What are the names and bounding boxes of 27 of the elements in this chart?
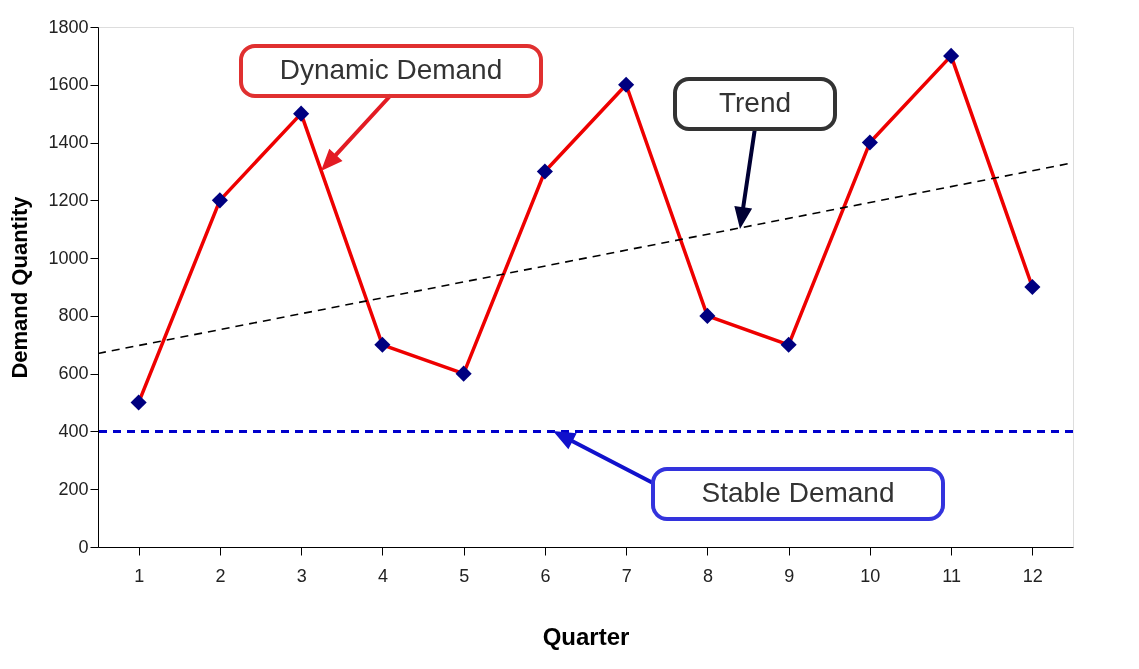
y-tick-label: 400: [58, 420, 89, 441]
annotation: Trend: [718, 87, 792, 118]
y-tick-label: 1600: [48, 74, 89, 95]
x-tick-label: 10: [860, 565, 881, 586]
y-tick-label: 0: [78, 536, 89, 557]
annotation: Dynamic Demand: [279, 54, 503, 85]
x-tick-label: 4: [377, 565, 388, 586]
y-axis-title: Demand Quantity: [7, 195, 33, 379]
x-tick-label: 11: [942, 565, 961, 586]
x-tick-label: 1: [134, 565, 145, 586]
y-tick-label: 200: [58, 478, 89, 499]
x-tick-label: 2: [215, 565, 226, 586]
y-tick-label: 1200: [48, 189, 89, 210]
x-axis-title: Quarter: [542, 622, 630, 650]
x-tick-label: 5: [459, 565, 470, 586]
x-tick-label: 12: [1022, 565, 1043, 586]
x-tick-label: 9: [784, 565, 795, 586]
y-tick-label: 1800: [48, 16, 89, 37]
y-tick-label: 1000: [48, 247, 89, 268]
y-tick-label: 1400: [48, 132, 89, 153]
y-tick-label: 600: [58, 363, 89, 384]
x-tick-label: 8: [702, 565, 713, 586]
x-tick-label: 7: [621, 565, 632, 586]
annotation: Stable Demand: [701, 477, 895, 508]
x-tick-label: 3: [296, 565, 307, 586]
y-tick-label: 800: [58, 305, 89, 326]
x-tick-label: 6: [540, 565, 551, 586]
